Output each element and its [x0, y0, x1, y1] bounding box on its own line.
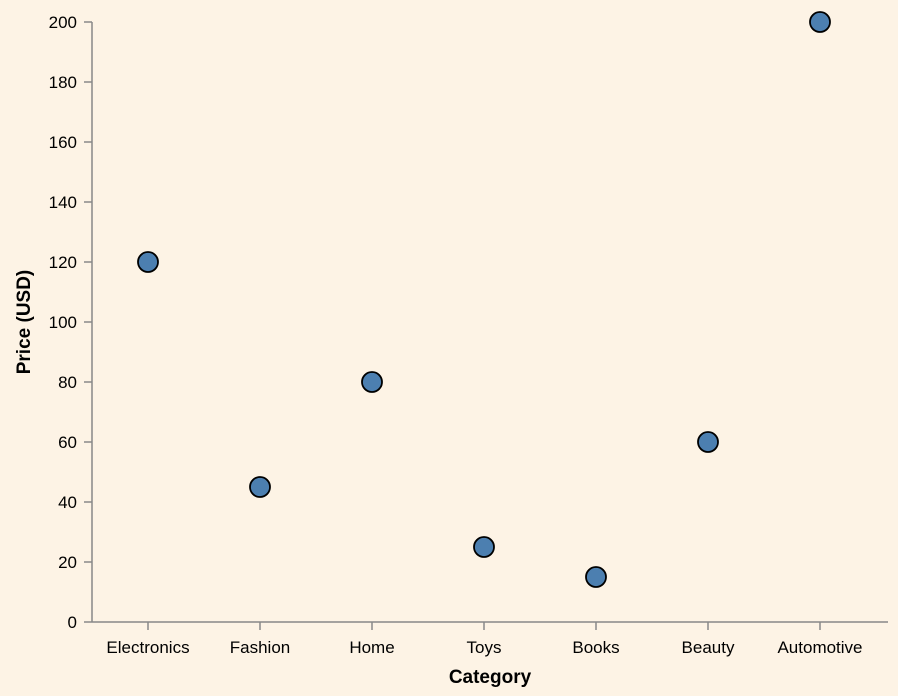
- y-tick-label: 140: [49, 193, 77, 212]
- x-tick-label: Automotive: [777, 638, 862, 657]
- x-tick-label: Home: [349, 638, 394, 657]
- data-point: [585, 566, 607, 588]
- y-axis-title: Price (USD): [14, 270, 35, 375]
- data-point: [809, 11, 831, 33]
- y-tick-label: 0: [68, 613, 77, 632]
- data-points: [137, 11, 831, 588]
- data-point: [361, 371, 383, 393]
- x-axis: Electronics Fashion Home Toys Books Beauty Aut…: [92, 621, 888, 657]
- y-tick-label: 160: [49, 133, 77, 152]
- x-tick-label: Toys: [467, 638, 502, 657]
- x-tick-label: Electronics: [106, 638, 189, 657]
- y-tick-label: 180: [49, 73, 77, 92]
- y-tick-label: 120: [49, 253, 77, 272]
- y-tick-label: 100: [49, 313, 77, 332]
- y-tick-label: 20: [58, 553, 77, 572]
- data-point: [473, 536, 495, 558]
- y-tick-label: 60: [58, 433, 77, 452]
- data-point: [249, 476, 271, 498]
- x-axis-title: Category: [449, 667, 532, 688]
- data-point: [137, 251, 159, 273]
- y-axis: 0 20 40 60 80 100 120 140 160 180 200: [49, 13, 93, 632]
- y-tick-label: 80: [58, 373, 77, 392]
- data-point: [697, 431, 719, 453]
- x-tick-label: Books: [572, 638, 619, 657]
- x-tick-label: Fashion: [230, 638, 290, 657]
- x-tick-label: Beauty: [682, 638, 735, 657]
- y-tick-label: 40: [58, 493, 77, 512]
- y-tick-label: 200: [49, 13, 77, 32]
